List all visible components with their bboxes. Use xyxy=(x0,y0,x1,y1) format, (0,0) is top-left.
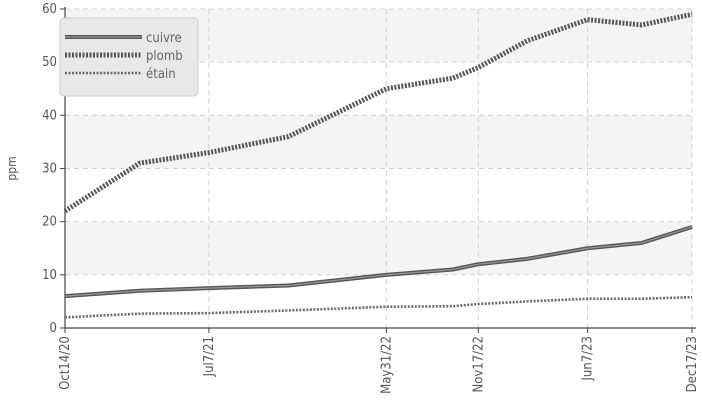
y-tick-label: 0 xyxy=(50,321,57,336)
x-tick-label: May31/22 xyxy=(379,336,394,394)
legend: cuivre plomb étain xyxy=(59,17,199,97)
series-line-plomb xyxy=(63,11,693,214)
x-tick-label: Dec17/23 xyxy=(685,336,700,392)
grid-lines xyxy=(65,8,693,328)
series-lines xyxy=(63,11,693,319)
x-tick-label: Oct14/20 xyxy=(58,336,73,390)
y-tick-label: 20 xyxy=(42,215,57,230)
y-tick-label: 60 xyxy=(42,2,57,17)
x-tick-label: Jun7/23 xyxy=(581,336,596,382)
x-tick-label: Nov17/22 xyxy=(471,336,486,393)
y-tick-label: 30 xyxy=(42,162,57,177)
y-tick-label: 40 xyxy=(42,108,57,123)
x-tick-label: Jul7/21 xyxy=(202,336,217,377)
series-line-étain xyxy=(64,295,693,319)
series-line-cuivre xyxy=(64,226,693,297)
y-tick-labels: 0 10 20 30 40 50 60 xyxy=(42,2,65,336)
y-tick-label: 50 xyxy=(42,55,57,70)
background-band xyxy=(65,115,692,169)
y-tick-label: 10 xyxy=(42,268,57,283)
legend-label: étain xyxy=(146,67,176,82)
legend-label: cuivre xyxy=(146,31,182,46)
y-axis-label: ppm xyxy=(5,156,19,180)
legend-label: plomb xyxy=(146,49,183,64)
x-tick-labels: Oct14/20 Jul7/21 May31/22 Nov17/22 Jun7/23 De… xyxy=(58,328,700,394)
